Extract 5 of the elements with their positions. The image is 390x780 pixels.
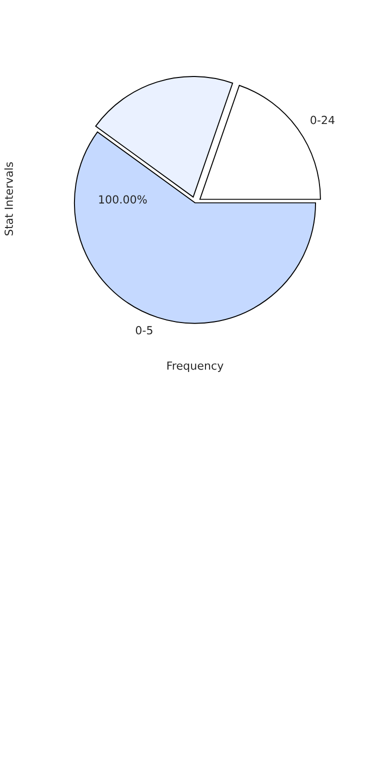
slice-label: 0-5 bbox=[136, 326, 152, 334]
slice-label: 0-24 bbox=[310, 116, 334, 124]
text: Frequency bbox=[167, 362, 224, 372]
text: 100.00% bbox=[99, 195, 147, 204]
text: Stat Intervals bbox=[4, 162, 13, 236]
